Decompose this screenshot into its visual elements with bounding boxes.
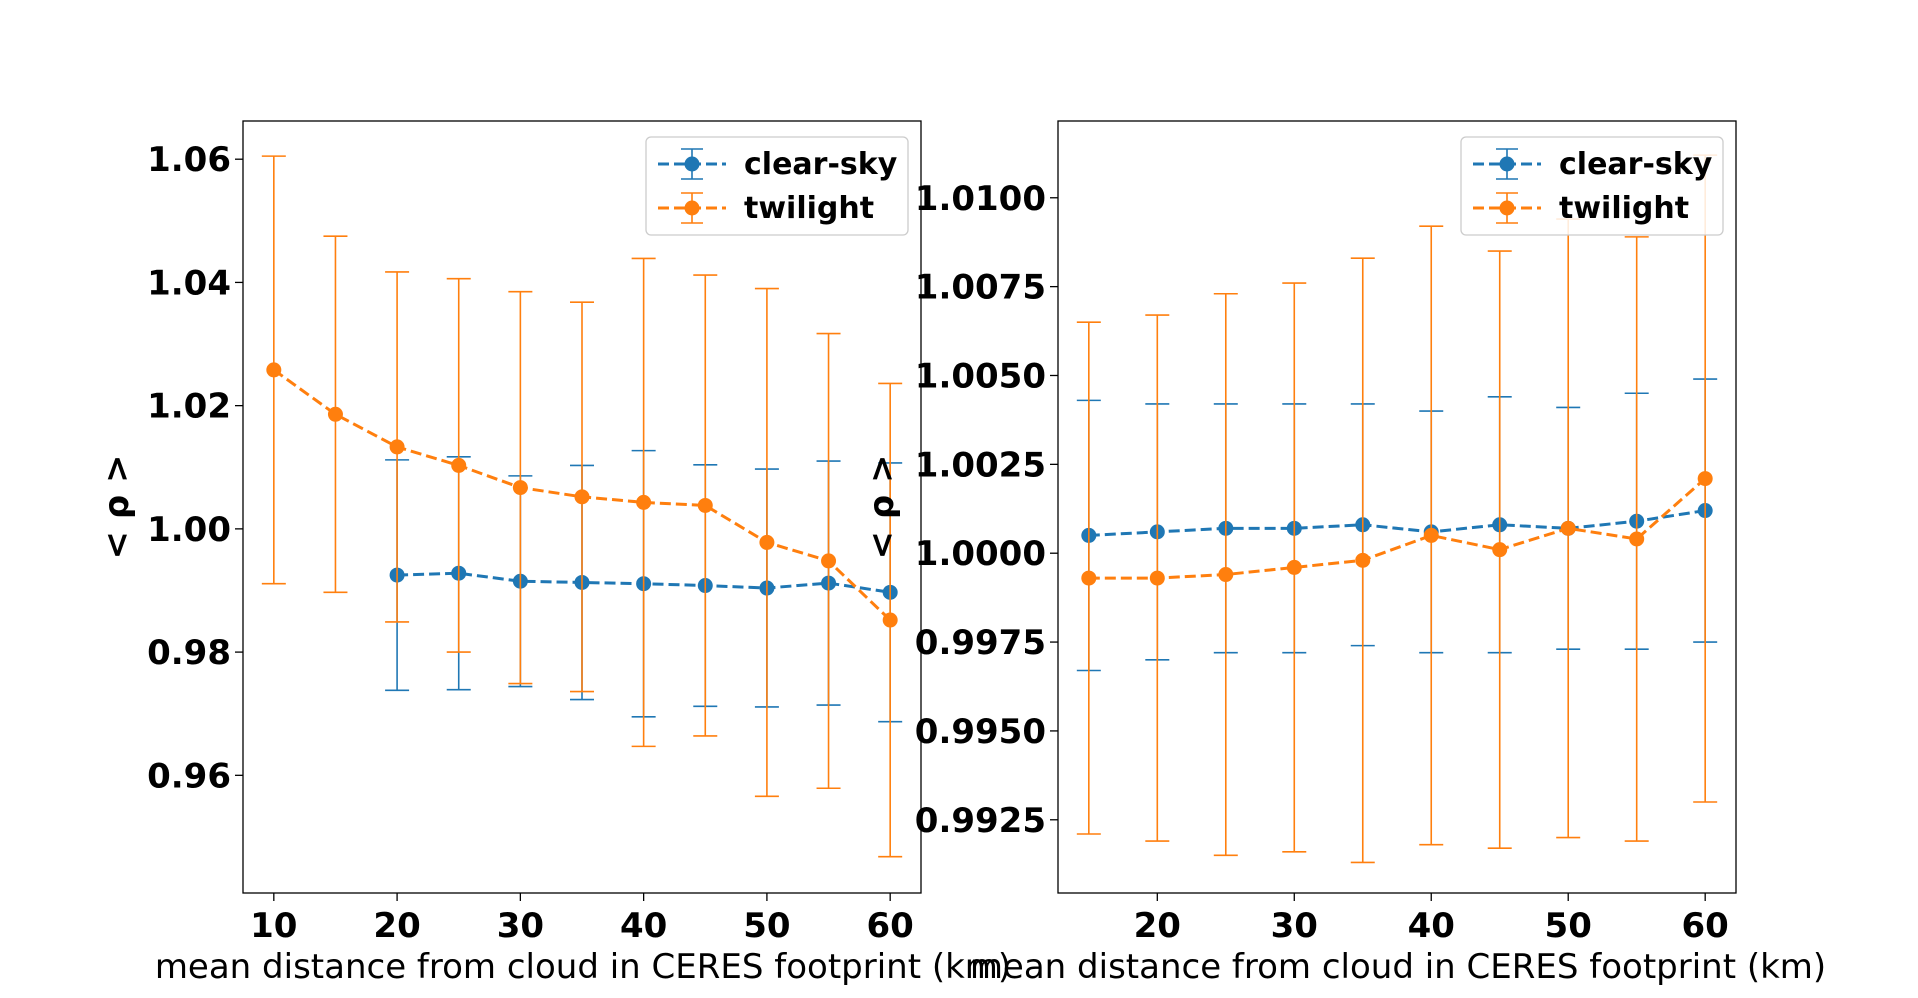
legend-marker (1499, 156, 1515, 172)
x-axis-label: mean distance from cloud in CERES footpr… (155, 947, 1011, 987)
data-point (821, 553, 837, 569)
x-tick-label: 20 (373, 906, 420, 946)
data-point (389, 439, 405, 455)
x-tick-label: 30 (497, 906, 544, 946)
data-point (1492, 542, 1508, 558)
x-tick-label: 60 (1682, 906, 1729, 946)
y-tick-label: 1.0050 (915, 356, 1046, 396)
x-axis-label: mean distance from cloud in CERES footpr… (970, 947, 1826, 987)
y-tick-label: 0.9975 (915, 623, 1046, 663)
series-line (1088, 477, 1707, 580)
data-point (1081, 570, 1097, 586)
axes-frame (242, 120, 922, 894)
x-tick-label: 50 (743, 906, 790, 946)
y-tick-label: 1.06 (147, 140, 231, 180)
data-point (1423, 527, 1439, 543)
chart-panel-1: 10 20 30 40 50 60 0.96 0.98 1.00 1.02 1.04 1.06 mean… (97, 120, 1011, 987)
legend-box (1460, 136, 1724, 236)
y-axis-label: < ρ > (97, 455, 137, 560)
plot-area (261, 155, 903, 858)
legend-label: twilight (744, 191, 874, 226)
legend-item-twilight: twilight (1473, 191, 1689, 226)
x-tick-label: 10 (250, 906, 297, 946)
y-tick-label: 1.0000 (915, 534, 1046, 574)
y-tick-label: 1.02 (147, 387, 231, 427)
data-point (451, 457, 467, 473)
legend-marker (1499, 200, 1515, 216)
x-tick-label: 20 (1134, 906, 1181, 946)
data-point (574, 489, 590, 505)
data-point (327, 406, 343, 422)
data-point (1286, 559, 1302, 575)
legend-marker (684, 156, 700, 172)
data-point (512, 480, 528, 496)
data-point (1149, 570, 1165, 586)
data-point (636, 494, 652, 510)
y-tick-label: 0.9950 (915, 712, 1046, 752)
data-point (1218, 567, 1234, 583)
legend-marker (684, 200, 700, 216)
x-tick-label: 40 (620, 906, 667, 946)
legend-label: clear-sky (1559, 147, 1713, 182)
legend-label: twilight (1559, 191, 1689, 226)
x-tick-label: 50 (1545, 906, 1592, 946)
y-tick-label: 1.04 (147, 263, 231, 303)
data-point (1629, 531, 1645, 547)
series-twilight (1076, 154, 1718, 864)
y-tick-label: 0.9925 (915, 801, 1046, 841)
data-point (882, 612, 898, 628)
legend-box (645, 136, 909, 236)
y-tick-label: 1.0075 (915, 268, 1046, 308)
data-point (266, 362, 282, 378)
chart-panel-2: 20 30 40 50 60 0.9925 0.9950 0.9975 1.0000 1.0025… (862, 120, 1826, 987)
data-point (697, 497, 713, 513)
series-line (1088, 509, 1706, 537)
y-tick-label: 0.96 (147, 756, 231, 796)
legend-item-twilight: twilight (658, 191, 874, 226)
legend: clear-sky twilight (1460, 136, 1724, 236)
legend: clear-sky twilight (645, 136, 909, 236)
data-point (759, 534, 775, 550)
data-point (1355, 552, 1371, 568)
data-point (1697, 471, 1713, 487)
y-tick-label: 1.00 (147, 510, 231, 550)
y-tick-label: 0.98 (147, 633, 231, 673)
legend-item-clear-sky: clear-sky (1473, 147, 1713, 182)
plot-area (1076, 154, 1718, 864)
x-tick-label: 40 (1408, 906, 1455, 946)
x-tick-label: 30 (1271, 906, 1318, 946)
legend-label: clear-sky (744, 147, 898, 182)
x-tick-label: 60 (867, 906, 914, 946)
y-tick-label: 1.0025 (915, 445, 1046, 485)
y-tick-label: 1.0100 (915, 179, 1046, 219)
data-point (1560, 520, 1576, 536)
legend-item-clear-sky: clear-sky (658, 147, 898, 182)
series-twilight (261, 155, 903, 858)
y-axis-label: < ρ > (862, 455, 902, 560)
axes-frame (1057, 120, 1737, 894)
